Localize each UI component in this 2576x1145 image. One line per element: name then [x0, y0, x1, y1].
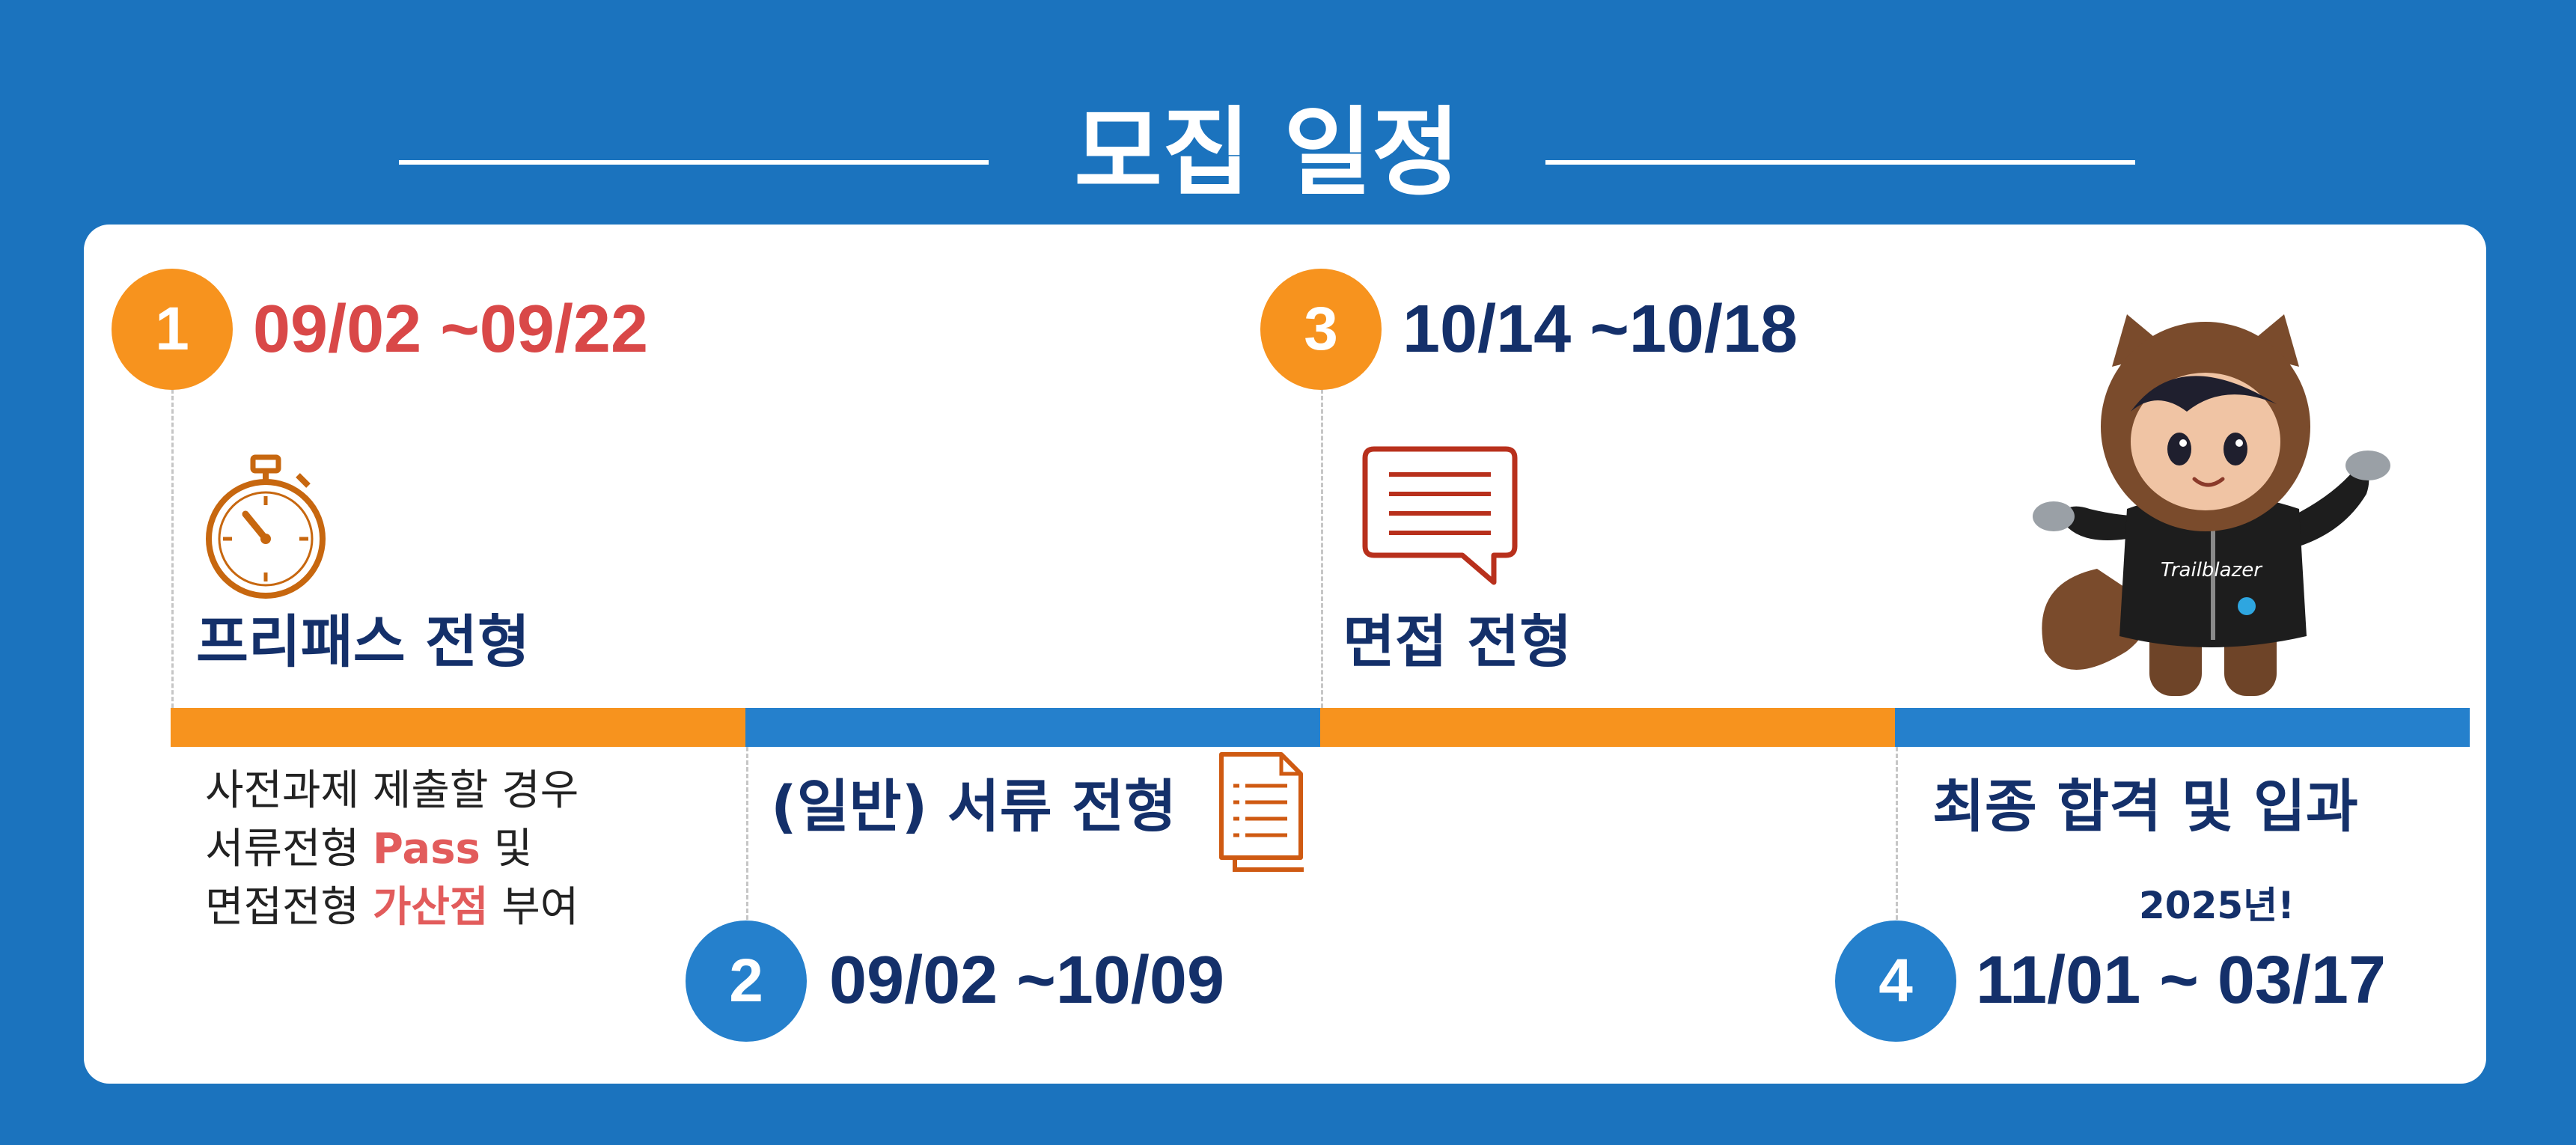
step-badge-2: 2: [686, 920, 807, 1042]
timeline-segment-2: [745, 708, 1320, 747]
timeline-segment-4: [1895, 708, 2470, 747]
title-divider-right: [1545, 160, 2135, 165]
step-badge-4: 4: [1835, 920, 1956, 1042]
step-badge-3: 3: [1260, 269, 1382, 390]
text-segment: 부여: [488, 883, 579, 932]
timeline-segment-1: [171, 708, 745, 747]
step-date-4: 11/01 ~ 03/17: [1976, 943, 2387, 1018]
step-date-1: 09/02 ~09/22: [253, 292, 649, 367]
highlight-pass: Pass: [372, 825, 480, 873]
connector-4: [1896, 747, 1898, 994]
document-icon: [1219, 752, 1304, 872]
highlight-bonus: 가산점: [372, 883, 489, 932]
step-heading-1: 프리패스 전형: [196, 608, 530, 675]
step-heading-3: 면접 전형: [1343, 608, 1572, 675]
schedule-card: 1 09/02 ~09/22 프리패스 전형 사전과제 제출할 경우 서류전형 …: [84, 225, 2486, 1084]
timeline-segment-3: [1320, 708, 1895, 747]
step-date-2: 09/02 ~10/09: [829, 943, 1225, 1018]
text-segment: 서류전형: [205, 825, 373, 873]
step-badge-1: 1: [112, 269, 233, 390]
mascot-icon: Trailblazer: [2033, 314, 2390, 696]
hoodie-text: Trailblazer: [2161, 559, 2263, 581]
step-date-3: 10/14 ~10/18: [1403, 292, 1798, 367]
step-heading-2: (일반) 서류 전형: [771, 773, 1176, 840]
step-heading-4: 최종 합격 및 입과: [1932, 773, 2358, 840]
stopwatch-icon: [206, 454, 326, 599]
connector-2: [746, 747, 748, 994]
text-segment: 및: [480, 825, 533, 873]
year-note: 2025년!: [2139, 884, 2295, 927]
description-line-1: 사전과제 제출할 경우: [205, 766, 579, 815]
connector-1: [171, 389, 174, 708]
text-segment: 면접전형: [205, 883, 373, 932]
description-line-3: 면접전형 가산점 부여: [205, 879, 579, 937]
chat-bubble-icon: [1362, 446, 1518, 585]
step-description-1: 사전과제 제출할 경우 서류전형 Pass 및 면접전형 가산점 부여: [205, 762, 579, 937]
description-line-2: 서류전형 Pass 및: [205, 820, 579, 879]
connector-3: [1321, 389, 1323, 708]
header: 모집 일정: [0, 45, 2576, 209]
title-divider-left: [399, 160, 989, 165]
page-title: 모집 일정: [1074, 97, 1460, 209]
